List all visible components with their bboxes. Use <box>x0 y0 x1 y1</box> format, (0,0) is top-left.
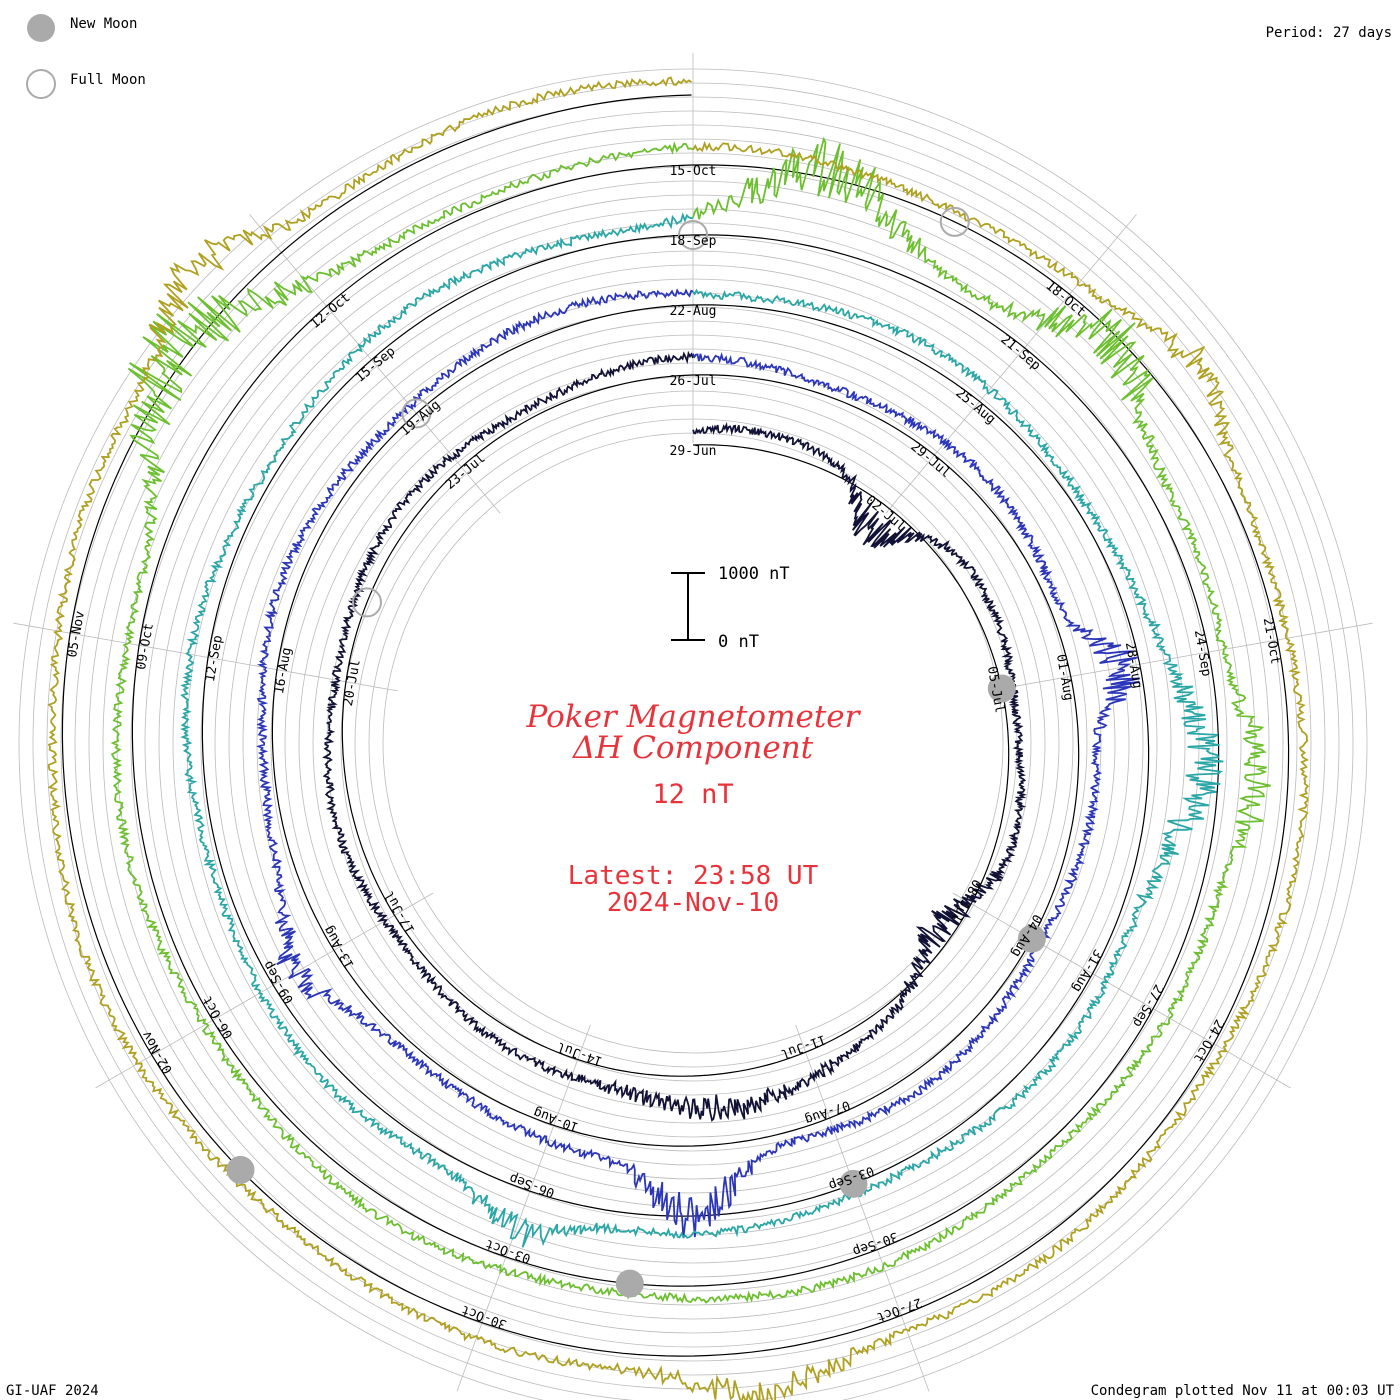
trace-ring-3 <box>180 212 1224 1248</box>
date-label: 30-Sep <box>850 1228 899 1258</box>
radial-line <box>249 214 501 514</box>
full-moon-marker <box>401 398 432 429</box>
new-moon-marker <box>1017 924 1046 953</box>
period-label: Period: 27 days <box>1266 25 1392 41</box>
plotted-label: Condegram plotted Nov 11 at 00:03 UT <box>1091 1383 1395 1399</box>
date-label: 15-Oct <box>670 164 717 179</box>
chart-title: Poker Magnetometer <box>526 699 862 735</box>
moon-markers <box>226 206 1046 1298</box>
date-label: 13-Aug <box>321 923 357 971</box>
date-label: 17-Jul <box>382 888 418 936</box>
date-label: 31-Aug <box>1069 946 1105 994</box>
date-label: 18-Sep <box>670 234 717 249</box>
latest-time: Latest: 23:58 UT <box>568 861 819 891</box>
radial-line <box>13 622 398 692</box>
date-label: 10-Aug <box>531 1104 580 1134</box>
trace-ring-1 <box>322 350 1027 1122</box>
scale-top-label: 1000 nT <box>718 564 790 584</box>
full-moon-marker <box>678 220 708 250</box>
scale-bar: 1000 nT 0 nT <box>671 564 790 652</box>
data-traces <box>47 76 1310 1400</box>
date-label: 08-Jul <box>947 876 983 924</box>
date-label: 19-Aug <box>398 398 444 440</box>
chart-subtitle: ΔH Component <box>572 730 814 766</box>
new-moon-marker <box>839 1169 868 1198</box>
full-moon-marker <box>351 587 382 618</box>
date-label: 27-Sep <box>1129 981 1166 1029</box>
legend-new-moon-label: New Moon <box>70 16 137 32</box>
date-label: 27-Oct <box>874 1294 923 1324</box>
date-label: 05-Jul <box>984 665 1007 714</box>
trace-ring-5 <box>47 76 1310 1400</box>
date-label: 26-Jul <box>670 374 717 389</box>
trace-ring-4 <box>110 136 1271 1304</box>
date-label: 14-Jul <box>555 1038 604 1068</box>
date-label: 11-Jul <box>779 1031 828 1061</box>
date-label: 24-Sep <box>1191 629 1214 678</box>
legend-full-moon-label: Full Moon <box>70 72 146 88</box>
date-label: 01-Aug <box>1053 653 1076 702</box>
current-value: 12 nT <box>652 779 733 810</box>
legend: New Moon Full Moon <box>26 14 146 99</box>
date-label: 07-Aug <box>803 1097 852 1127</box>
new-moon-marker <box>615 1269 644 1298</box>
date-label: 22-Aug <box>670 304 717 319</box>
radial-line <box>456 1024 591 1392</box>
radial-line <box>952 892 1291 1089</box>
date-label: 02-Nov <box>139 1028 176 1076</box>
date-label: 30-Oct <box>460 1302 509 1332</box>
radial-line <box>988 622 1373 692</box>
trace-ring-2 <box>256 288 1141 1239</box>
date-label: 12-Oct <box>308 290 354 332</box>
new-moon-marker <box>987 674 1016 703</box>
credit-label: GI-UAF 2024 <box>6 1383 99 1399</box>
full-moon-marker <box>939 206 970 237</box>
date-label: 06-Sep <box>507 1170 556 1200</box>
radial-line <box>885 214 1137 514</box>
radial-line <box>95 892 434 1089</box>
new-moon-icon <box>27 14 55 42</box>
full-moon-icon <box>26 69 56 99</box>
date-label: 09-Sep <box>261 958 298 1006</box>
scale-bottom-label: 0 nT <box>718 632 759 652</box>
latest-date: 2024-Nov-10 <box>607 888 779 918</box>
date-label: 29-Jun <box>670 444 717 459</box>
new-moon-marker <box>226 1155 255 1184</box>
